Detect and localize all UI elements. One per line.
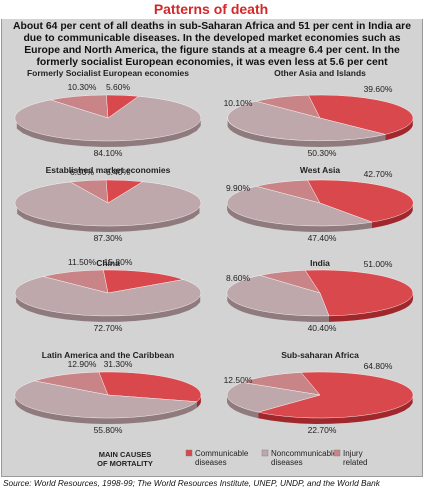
chart-title: Formerly Socialist European economies [27,68,189,78]
slice-label-noncommunicable: 84.10% [94,148,123,158]
slice-label-injury: 6.30% [70,167,95,177]
pie-slice [14,181,202,227]
pie-slice [241,372,321,396]
pie-slice [98,371,202,402]
slice-label-injury: 8.60% [226,273,251,283]
slice-label-noncommunicable: 87.30% [94,233,123,243]
slice-label-injury: 9.90% [226,183,251,193]
pie-slice [308,94,414,135]
slice-label-noncommunicable: 40.40% [308,323,337,333]
pie-slice-side [227,294,329,322]
pie-slice [227,101,386,142]
legend-label: Communicable diseases [195,449,249,467]
pie-slice [103,269,185,294]
pie-slice [304,269,414,317]
slice-label-injury: 12.50% [224,375,253,385]
slice-label-noncommunicable: 50.30% [308,148,337,158]
slice-label-noncommunicable: 47.40% [308,233,337,243]
slice-label-communicable: 6.40% [106,167,131,177]
chart-title: West Asia [300,165,340,175]
slice-label-injury: 10.10% [224,98,253,108]
slice-label-noncommunicable: 55.80% [94,425,123,435]
legend-swatch [333,449,341,457]
pie-slice-side [385,119,413,141]
chart-title: Established market economies [46,165,171,175]
slice-label-communicable: 51.00% [364,259,393,269]
chart-title: Other Asia and Islands [274,68,366,78]
slice-label-communicable: 64.80% [364,361,393,371]
chart-title: China [96,258,120,268]
pie-slice-side [329,293,413,322]
pie-slice [226,382,321,413]
pie-slice-side [16,296,201,322]
legend-label: Injury related [343,449,367,467]
chart-title: India [310,258,330,268]
pie-slice-side [15,396,197,424]
chart-title: Sub-saharan Africa [281,350,359,360]
pie-slice [226,186,373,227]
pie-slice-side [372,204,413,229]
pie-slice [14,96,202,142]
legend-swatch [261,449,269,457]
legend-title: MAIN CAUSES OF MORTALITY [97,450,153,468]
pie-slice [34,371,109,396]
page-title: Patterns of death [153,1,269,17]
pie-slice-side [17,207,200,232]
slice-label-communicable: 39.60% [364,84,393,94]
slice-label-injury: 10.30% [68,82,97,92]
pie-slice [258,371,414,419]
slice-label-injury: 11.50% [68,257,97,267]
pie-slice [307,179,414,223]
intro-text: About 64 per cent of all deaths in sub-S… [12,21,412,68]
pie-slice [226,275,330,317]
pie-slice-side [16,119,201,147]
slice-label-communicable: 15.80% [104,257,133,267]
slice-label-injury: 12.90% [68,359,97,369]
pie-slice [43,269,109,294]
pie-slice-side [227,120,386,147]
chart-title: Latin America and the Caribbean [42,350,174,360]
title-bar [1,1,423,19]
pie-slice-side [227,395,259,419]
source-note: Source: World Resources, 1998-99; The Wo… [3,478,380,488]
legend-swatch [185,449,193,457]
pie-slice [14,276,202,317]
slice-label-noncommunicable: 72.70% [94,323,123,333]
slice-label-noncommunicable: 22.70% [308,425,337,435]
slice-label-communicable: 31.30% [104,359,133,369]
pie-slice [14,380,198,419]
legend-label: Noncommunicable diseases [271,449,338,467]
pie-slice-side [227,204,372,232]
slice-label-communicable: 5.60% [106,82,131,92]
pie-slice-side [196,396,201,408]
slice-label-communicable: 42.70% [364,169,393,179]
